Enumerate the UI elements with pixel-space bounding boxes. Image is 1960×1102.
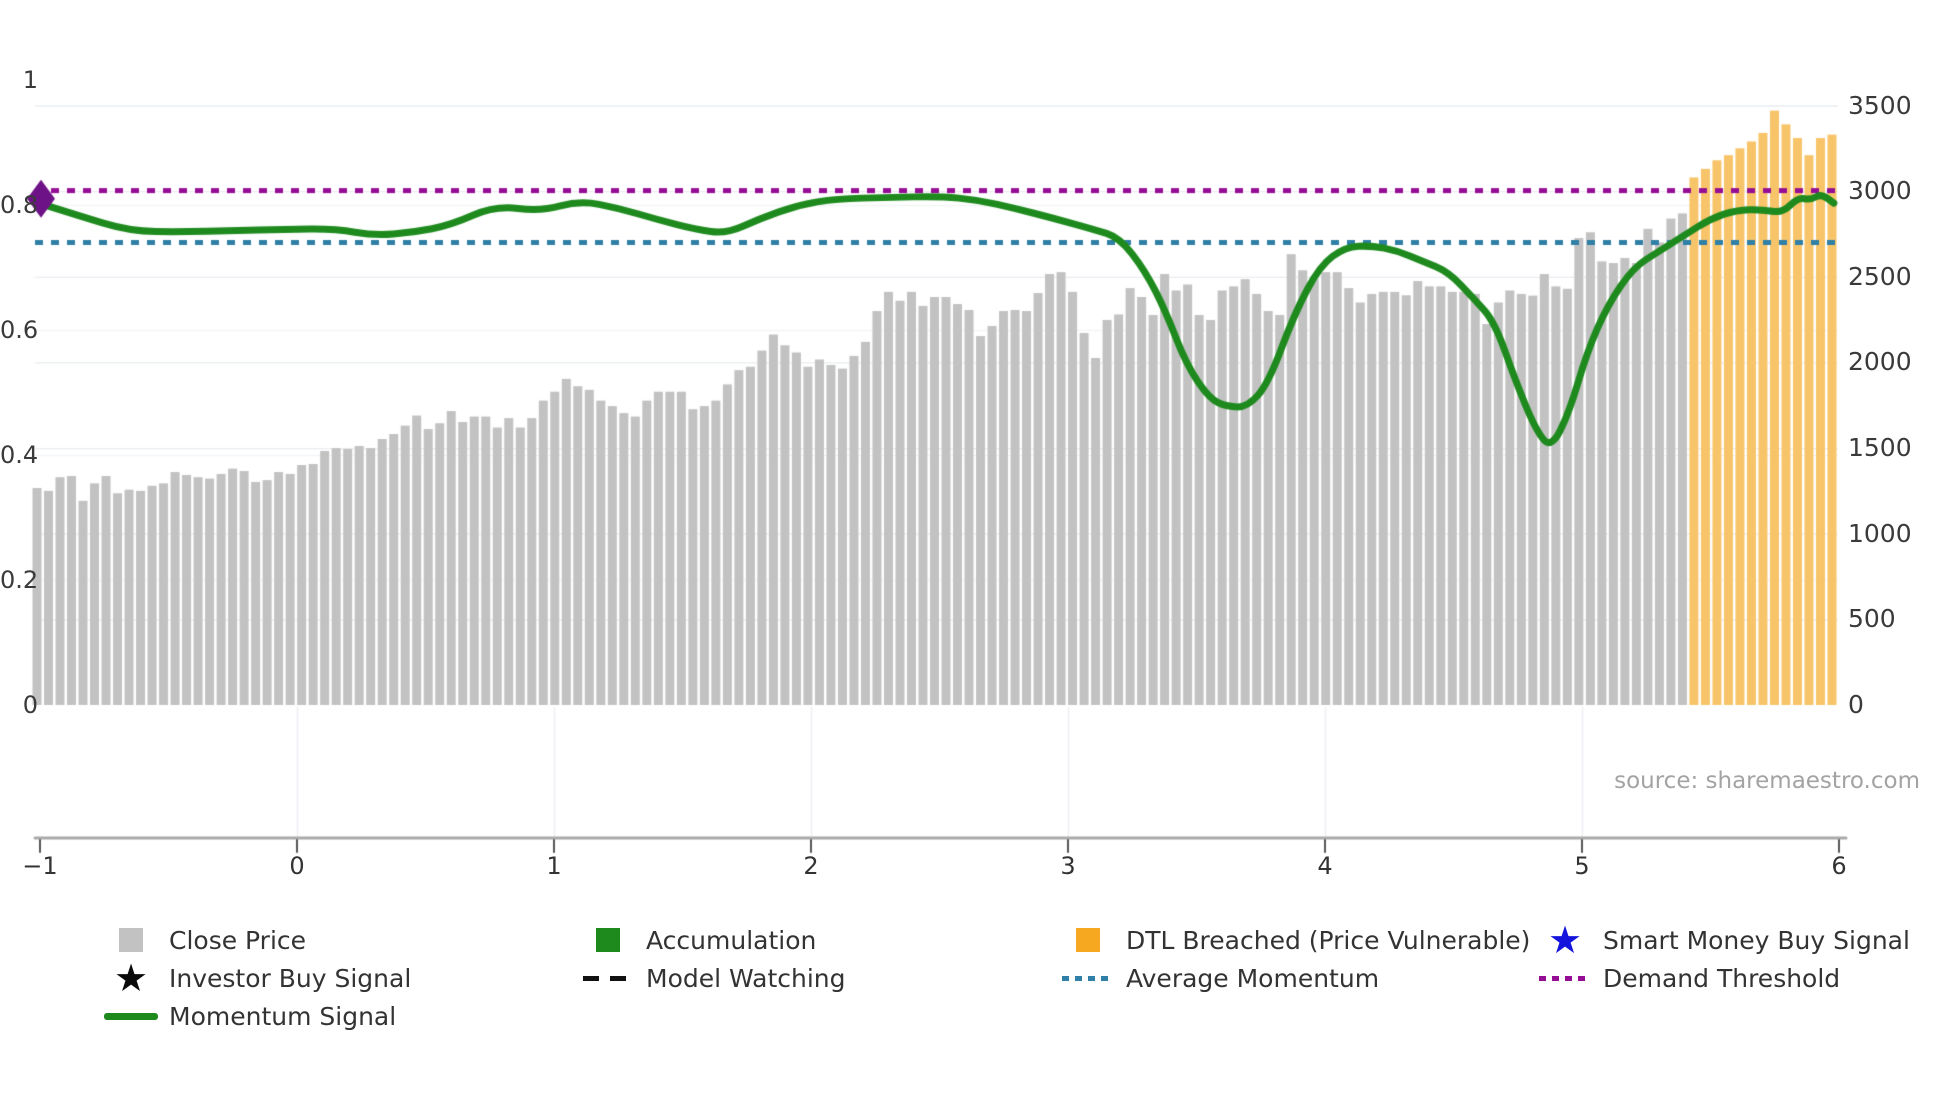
legend-label: Smart Money Buy Signal bbox=[1603, 925, 1910, 955]
legend-label: Demand Threshold bbox=[1603, 963, 1841, 993]
black-star-icon: ★ bbox=[113, 956, 149, 1000]
x-axis-tick-label: 1 bbox=[546, 852, 562, 880]
legend-item: Model Watching bbox=[580, 959, 846, 997]
right-axis-tick-label: 1000 bbox=[1848, 518, 1912, 548]
legend-item: Accumulation bbox=[580, 921, 816, 959]
legend-item: ★ Smart Money Buy Signal bbox=[1537, 921, 1910, 959]
source-attribution: source: sharemaestro.com bbox=[1614, 768, 1920, 794]
left-axis-tick-label: 0.2 bbox=[0, 566, 39, 594]
gray-square-icon bbox=[103, 928, 159, 952]
right-axis-tick-label: 3000 bbox=[1848, 176, 1912, 206]
green-line-icon bbox=[103, 1012, 159, 1020]
orange-square-icon bbox=[1060, 928, 1116, 952]
legend-item: Demand Threshold bbox=[1537, 959, 1840, 997]
blue-dotted-icon bbox=[1060, 975, 1116, 981]
legend-item: DTL Breached (Price Vulnerable) bbox=[1060, 921, 1530, 959]
legend-label: Average Momentum bbox=[1126, 963, 1380, 993]
left-axis-tick-label: 0.4 bbox=[0, 441, 39, 469]
legend-label: Close Price bbox=[169, 925, 307, 955]
x-axis-tick-label: −1 bbox=[22, 852, 58, 880]
left-axis-tick-label: 0.6 bbox=[0, 316, 39, 344]
right-axis-tick-label: 2500 bbox=[1848, 261, 1912, 291]
left-axis-tick-label: 0.8 bbox=[0, 191, 39, 219]
x-axis-tick-label: 0 bbox=[289, 852, 305, 880]
right-axis-tick-label: 0 bbox=[1848, 690, 1864, 719]
legend-label: Accumulation bbox=[646, 925, 817, 955]
right-axis-tick-label: 2000 bbox=[1848, 347, 1912, 377]
purple-dotted-icon bbox=[1537, 975, 1593, 981]
legend-label: Investor Buy Signal bbox=[169, 963, 412, 993]
legend-item: ★ Investor Buy Signal bbox=[103, 959, 411, 997]
legend-label: DTL Breached (Price Vulnerable) bbox=[1126, 925, 1531, 955]
x-axis-tick-label: 3 bbox=[1060, 852, 1076, 880]
left-axis-tick-label: 1 bbox=[22, 66, 38, 94]
legend-item: Close Price bbox=[103, 921, 306, 959]
x-axis-tick-label: 5 bbox=[1574, 852, 1590, 880]
left-axis-tick-label: 0 bbox=[22, 691, 38, 719]
legend-item: Momentum Signal bbox=[103, 997, 396, 1035]
green-square-icon bbox=[580, 928, 636, 952]
blue-star-icon: ★ bbox=[1547, 918, 1583, 962]
legend-item: Average Momentum bbox=[1060, 959, 1379, 997]
legend-label: Model Watching bbox=[646, 963, 846, 993]
right-axis-tick-label: 500 bbox=[1848, 604, 1896, 634]
x-axis-tick-label: 4 bbox=[1317, 852, 1333, 880]
x-axis-tick-label: 6 bbox=[1831, 852, 1847, 880]
right-axis-tick-label: 3500 bbox=[1848, 90, 1912, 120]
black-dashes-icon bbox=[580, 975, 636, 981]
x-axis-tick-label: 2 bbox=[803, 852, 819, 880]
right-axis-tick-label: 1500 bbox=[1848, 433, 1912, 463]
legend-label: Momentum Signal bbox=[169, 1001, 397, 1031]
